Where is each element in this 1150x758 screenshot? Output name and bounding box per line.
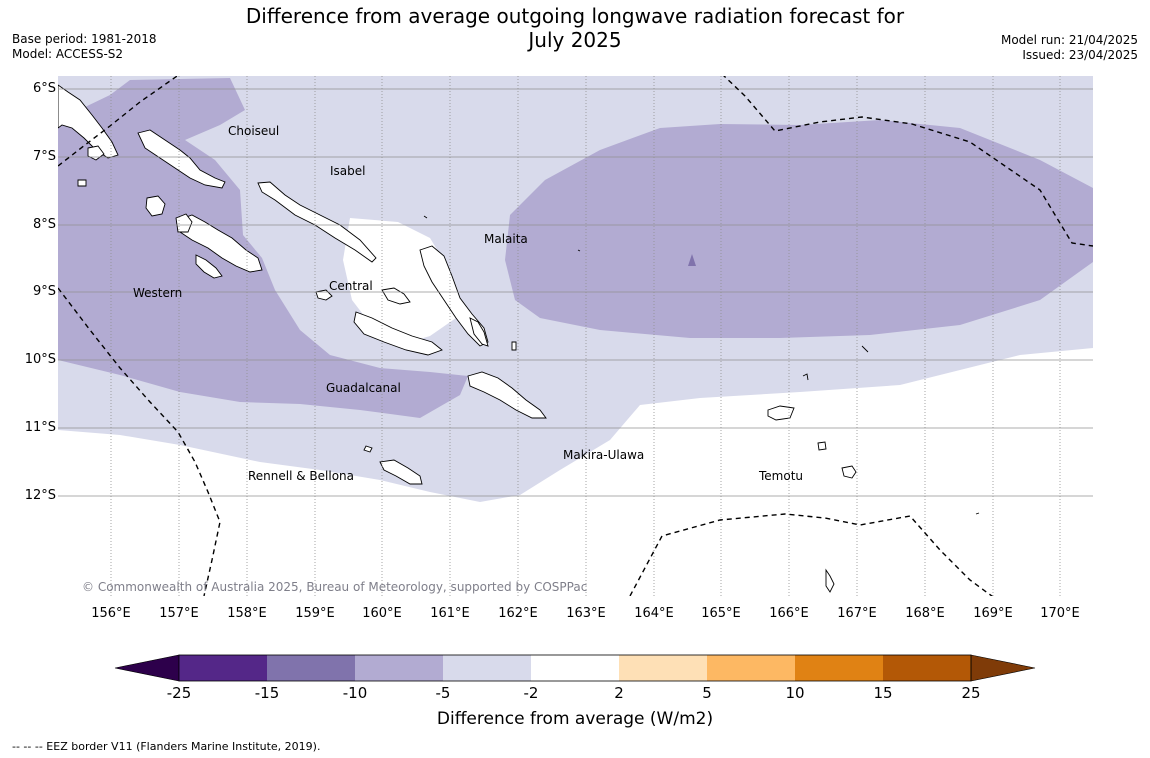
duff-islands (861, 345, 869, 353)
santa-cruz-island (767, 405, 795, 421)
bellona-island (363, 445, 373, 453)
lon-label: 160°E (362, 606, 402, 621)
sikaiana-atoll (577, 249, 581, 252)
eez-borders (58, 76, 1093, 596)
meta-right: Model run: 21/04/2025 Issued: 23/04/2025 (1001, 33, 1138, 63)
copyright-notice: © Commonwealth of Australia 2025, Bureau… (82, 580, 588, 594)
lat-label: 6°S (32, 81, 56, 96)
anomaly-patch-east (505, 120, 1093, 338)
colorbar-title: Difference from average (W/m2) (436, 709, 714, 729)
issued-date: Issued: 23/04/2025 (1022, 48, 1138, 62)
colorbar-bin (443, 655, 531, 681)
title-line-2: July 2025 (528, 28, 622, 52)
vanikoro-island (841, 465, 857, 479)
region-label-choiseul: Choiseul (228, 124, 280, 138)
lon-label: 168°E (905, 606, 945, 621)
lat-label: 10°S (24, 352, 56, 367)
colorbar-bin (795, 655, 883, 681)
colorbar-bin (267, 655, 355, 681)
lon-label: 167°E (837, 606, 877, 621)
colorbar-bin (179, 655, 267, 681)
title-line-1: Difference from average outgoing longwav… (245, 4, 905, 28)
anuta-island (975, 512, 980, 515)
russell-islands (315, 289, 333, 301)
rennell-island (379, 459, 423, 485)
utupua-island (817, 441, 827, 451)
region-label-rennell-bellona: Rennell & Bellona (248, 469, 355, 483)
region-label-makira-ulawa: Makira-Ulawa (563, 448, 645, 462)
map-layers (58, 76, 1093, 596)
lon-label: 170°E (1040, 606, 1080, 621)
meta-left: Base period: 1981-2018 Model: ACCESS-S2 (12, 32, 157, 62)
colorbar-over-triangle (970, 654, 1036, 682)
colorbar-tick-label: -10 (342, 684, 368, 702)
base-period: Base period: 1981-2018 (12, 32, 157, 46)
colorbar-tick-label: 10 (785, 684, 805, 702)
colorbar-bin (619, 655, 707, 681)
colorbar-frame (178, 654, 972, 682)
lon-label: 156°E (91, 606, 131, 621)
colorbar-tick-label: 15 (873, 684, 893, 702)
model-run: Model run: 21/04/2025 (1000, 33, 1138, 47)
colorbar-bin (355, 655, 443, 681)
rendova-island (195, 254, 223, 279)
choiseul-island (137, 129, 226, 189)
lon-label: 162°E (498, 606, 538, 621)
vella-lavella-island (145, 195, 166, 217)
colorbar-bin (883, 655, 971, 681)
lon-label: 169°E (973, 606, 1013, 621)
lon-label: 158°E (227, 606, 267, 621)
reef-islands (802, 373, 809, 381)
colorbar-bin (531, 655, 619, 681)
lat-label: 8°S (32, 217, 56, 232)
colorbar-tick-label: 25 (961, 684, 981, 702)
eez-legend-note: -- -- -- EEZ border V11 (Flanders Marine… (12, 740, 321, 753)
anomaly-patch-west (58, 78, 468, 418)
anomaly-spot (688, 254, 696, 266)
lon-label: 164°E (634, 606, 674, 621)
lon-label: 163°E (566, 606, 606, 621)
colorbar-tick-label: -25 (166, 684, 192, 702)
colorbar-tick-label: -5 (435, 684, 451, 702)
region-label-guadalcanal: Guadalcanal (326, 381, 401, 395)
lon-label: 161°E (430, 606, 470, 621)
region-label-western: Western (133, 286, 183, 300)
lat-label: 11°S (24, 420, 56, 435)
makira-island (467, 371, 547, 419)
colorbar (114, 654, 1036, 682)
treasury-islands (77, 179, 87, 187)
lon-label: 166°E (769, 606, 809, 621)
colorbar-tick-label: -2 (523, 684, 539, 702)
colorbar-tick-label: -15 (254, 684, 280, 702)
guadalcanal-island (353, 311, 443, 356)
ontong-java-atoll (423, 215, 428, 219)
lat-label: 9°S (32, 284, 56, 299)
region-label-isabel: Isabel (330, 164, 366, 178)
coastlines (58, 84, 980, 593)
graticule (58, 76, 1093, 596)
region-label-central: Central (329, 279, 373, 293)
isabel-island (257, 181, 377, 263)
colorbar-bin (707, 655, 795, 681)
south-malaita-island (469, 317, 489, 347)
tikopia-island (825, 568, 835, 593)
colorbar-tick-label: 2 (614, 684, 624, 702)
lon-label: 159°E (295, 606, 335, 621)
bougainville-island (58, 84, 119, 159)
ulawa-island (511, 341, 517, 351)
colorbar-under-triangle (114, 654, 180, 682)
lat-label: 12°S (24, 488, 56, 503)
model-name: Model: ACCESS-S2 (12, 47, 124, 61)
chart-title: Difference from average outgoing longwav… (0, 4, 1150, 52)
region-label-temotu: Temotu (759, 469, 804, 483)
colorbar-tick-label: 5 (702, 684, 712, 702)
region-label-malaita: Malaita (484, 232, 528, 246)
lon-label: 157°E (159, 606, 199, 621)
kolombangara-island (175, 213, 193, 233)
lat-label: 7°S (32, 149, 56, 164)
lon-label: 165°E (701, 606, 741, 621)
